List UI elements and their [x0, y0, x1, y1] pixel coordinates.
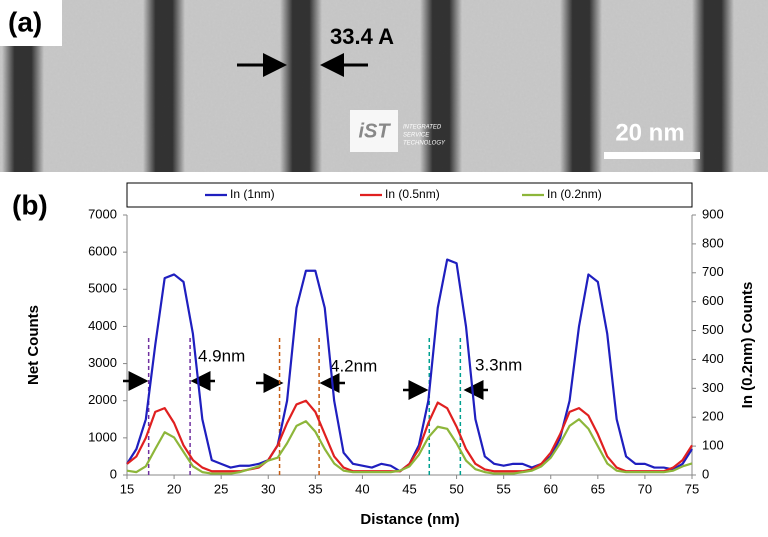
scale-bar-label: 20 nm	[615, 119, 684, 146]
x-tick-label: 35	[308, 481, 322, 496]
y-tick-label: 0	[110, 466, 117, 481]
y2-tick-label: 600	[702, 293, 724, 308]
y-tick-label: 4000	[88, 318, 117, 333]
y2-tick-label: 800	[702, 235, 724, 250]
panel-label: (b)	[12, 189, 48, 220]
x-axis-title: Distance (nm)	[360, 511, 459, 528]
y2-tick-label: 700	[702, 264, 724, 279]
measurement: 33.4 A	[330, 24, 394, 49]
legend-label: In (0.5nm)	[385, 187, 440, 201]
x-tick-label: 70	[638, 481, 652, 496]
y2-tick-label: 900	[702, 206, 724, 221]
y2-tick-label: 100	[702, 438, 724, 453]
x-tick-label: 55	[496, 481, 510, 496]
y2-tick-label: 500	[702, 322, 724, 337]
x-tick-label: 60	[544, 481, 558, 496]
x-tick-label: 30	[261, 481, 275, 496]
logo: iST	[358, 120, 391, 142]
legend-label: In (0.2nm)	[547, 187, 602, 201]
logo-text: SERVICE	[403, 133, 430, 139]
x-tick-label: 65	[591, 481, 605, 496]
annotation: 4.9nm	[198, 346, 245, 365]
logo-mark	[350, 110, 398, 152]
legend-label: In (1nm)	[230, 187, 275, 201]
panel-label: (a)	[8, 6, 42, 37]
scale-bar	[604, 152, 700, 159]
x-tick-label: 20	[167, 481, 181, 496]
y2-tick-label: 0	[702, 466, 709, 481]
y-tick-label: 1000	[88, 429, 117, 444]
y2-tick-label: 400	[702, 351, 724, 366]
annotation-arrows	[123, 371, 488, 400]
y2-tick-label: 300	[702, 380, 724, 395]
x-tick-label: 25	[214, 481, 228, 496]
logo-text: TECHNOLOGY	[403, 141, 446, 147]
y2-tick-label: 200	[702, 409, 724, 424]
x-tick-label: 15	[120, 481, 134, 496]
y-tick-label: 3000	[88, 355, 117, 370]
x-tick-label: 45	[402, 481, 416, 496]
y-tick-label: 6000	[88, 244, 117, 259]
series-line	[126, 418, 693, 475]
series-line	[126, 399, 693, 473]
y-tick-label: 7000	[88, 206, 117, 221]
x-tick-label: 40	[355, 481, 369, 496]
y-tick-label: 2000	[88, 392, 117, 407]
y2-axis-title: In (0.2nm) Counts	[739, 282, 756, 409]
y-axis-title: Net Counts	[25, 305, 42, 385]
annotation: 3.3nm	[475, 355, 522, 374]
x-tick-label: 50	[449, 481, 463, 496]
x-tick-label: 75	[685, 481, 699, 496]
logo-text: INTEGRATED	[403, 125, 442, 131]
y-tick-label: 5000	[88, 281, 117, 296]
tem-image: (a) 33.4 A 20 nm iST INTEGRATED SERVICE …	[0, 0, 768, 172]
annotation: 4.2nm	[330, 356, 377, 375]
